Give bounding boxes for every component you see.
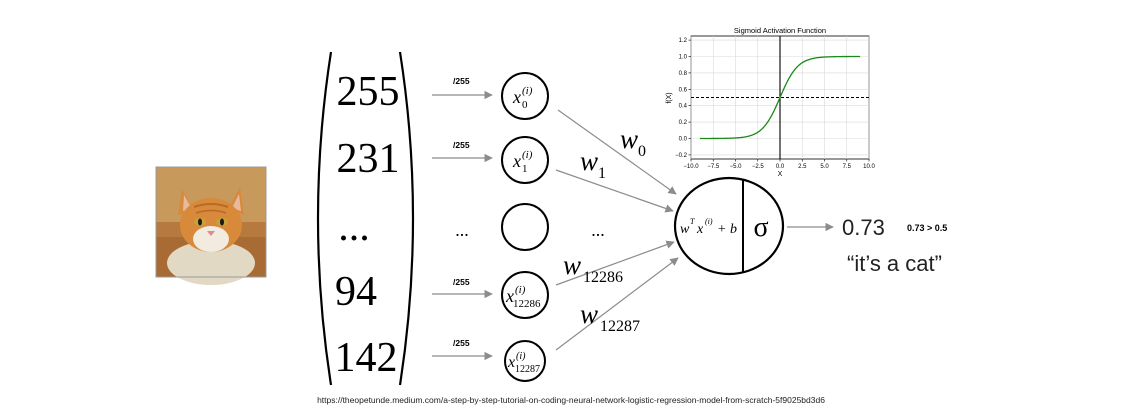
connection-w12287 [555,257,679,351]
neuron-x12286-sub: 12286 [513,298,541,310]
chart-xtick-label: −5.0 [730,164,743,170]
linear-plus-b: + b [717,222,737,237]
linear-T: T [690,217,695,226]
normalize-arrow-1: /255 [432,140,493,163]
input-value-0: 255 [337,69,400,115]
neuron-empty [501,203,549,251]
neuron-x1: x (i) 1 [501,136,549,184]
input-value-2: ... [338,204,370,250]
neuron-x12286-label: x [505,286,514,306]
normalize-label-3: /255 [453,277,470,287]
connection-w12286 [555,240,675,286]
chart-xtick-label: 0.0 [776,164,785,170]
normalize-label-1: /255 [453,140,470,150]
chart-x-ticks: −10.0 −7.5 −5.0 −2.5 0.0 2.5 5.0 7.5 10.0 [683,159,875,170]
ellipsis-right: ... [591,220,605,240]
weight-w12286: w 12286 [563,250,623,286]
sigmoid-chart: Sigmoid Activation Function −10.0 −7.5 −5.… [666,26,875,178]
chart-series [699,55,861,140]
chart-ytick-label: 0.4 [679,104,688,110]
connection-w1 [555,169,674,213]
output-value: 0.73 [842,215,885,240]
weight-w12286-label: w [563,250,581,280]
chart-xtick-label: −2.5 [752,164,765,170]
chart-ytick-label: 1.2 [679,38,688,44]
cat-photo [155,166,267,285]
weight-w12287-sub: 12287 [600,318,640,335]
neuron-x12287: x (i) 12287 [504,340,546,382]
neuron-x12286-sup: (i) [515,284,526,296]
neuron-x0-sub: 0 [522,99,528,111]
neuron-x0-sup: (i) [522,85,533,97]
chart-ylabel: f(X) [666,92,673,103]
connection-w0 [557,109,677,195]
weight-w12286-sub: 12286 [583,269,623,286]
weight-w1: w 1 [580,146,606,182]
neuron-x0-label: x [512,87,521,107]
threshold-note: 0.73 > 0.5 [907,223,947,233]
chart-y-ticks: −0.2 0.0 0.2 0.4 0.6 0.8 1.0 1.2 [675,38,691,159]
chart-xtick-label: −7.5 [707,164,720,170]
output-neuron: w T x (i) + b σ [673,176,785,276]
right-paren [398,51,415,386]
weight-w0: w 0 [620,124,646,160]
chart-title: Sigmoid Activation Function [734,26,826,35]
linear-i: (i) [705,217,713,226]
chart-xtick-label: 5.0 [820,164,829,170]
chart-sigmoid-curve [699,55,861,140]
chart-ytick-label: 0.8 [679,71,688,77]
normalize-label-0: /255 [453,76,470,86]
neuron-x0: x (i) 0 [501,72,549,120]
chart-ytick-label: 0.6 [679,87,688,93]
input-value-1: 231 [337,136,400,182]
normalize-arrow-0: /255 [432,76,493,100]
chart-xtick-label: 7.5 [843,164,852,170]
sigma-symbol: σ [753,212,768,243]
input-value-3: 94 [335,269,377,315]
neuron-x1-label: x [512,151,521,171]
chart-ytick-label: 1.0 [679,55,688,61]
chart-xtick-label: 10.0 [863,164,875,170]
weight-w0-label: w [620,124,638,154]
linear-x: x [696,222,704,237]
neuron-x12287-label: x [507,354,515,371]
source-url: https://theopetunde.medium.com/a-step-by… [317,395,825,405]
neuron-x12287-sup: (i) [516,351,526,362]
chart-ytick-label: 0.2 [679,120,688,126]
chart-xtick-label: −10.0 [683,164,699,170]
weight-w1-sub: 1 [598,165,606,182]
normalize-arrow-3: /255 [432,277,493,299]
neuron-x12286: x (i) 12286 [501,271,549,319]
left-paren [316,51,333,386]
conclusion-text: “it’s a cat” [847,251,942,276]
neuron-x1-sub: 1 [522,163,528,175]
neuron-x1-sup: (i) [522,149,533,161]
input-value-4: 142 [335,335,398,381]
chart-xlabel: X [778,171,783,178]
weight-w1-label: w [580,146,598,176]
normalize-label-4: /255 [453,338,470,348]
linear-w: w [680,222,690,237]
neuron-x12287-sub: 12287 [515,364,540,375]
chart-ytick-label: −0.2 [675,153,688,159]
ellipsis-middle: ... [455,220,469,240]
weight-w12287: w 12287 [580,299,640,335]
normalize-arrow-4: /255 [432,338,493,361]
weight-w12287-label: w [580,299,598,329]
weight-w0-sub: 0 [638,143,646,160]
chart-xtick-label: 2.5 [798,164,807,170]
chart-ytick-label: 0.0 [679,137,688,143]
